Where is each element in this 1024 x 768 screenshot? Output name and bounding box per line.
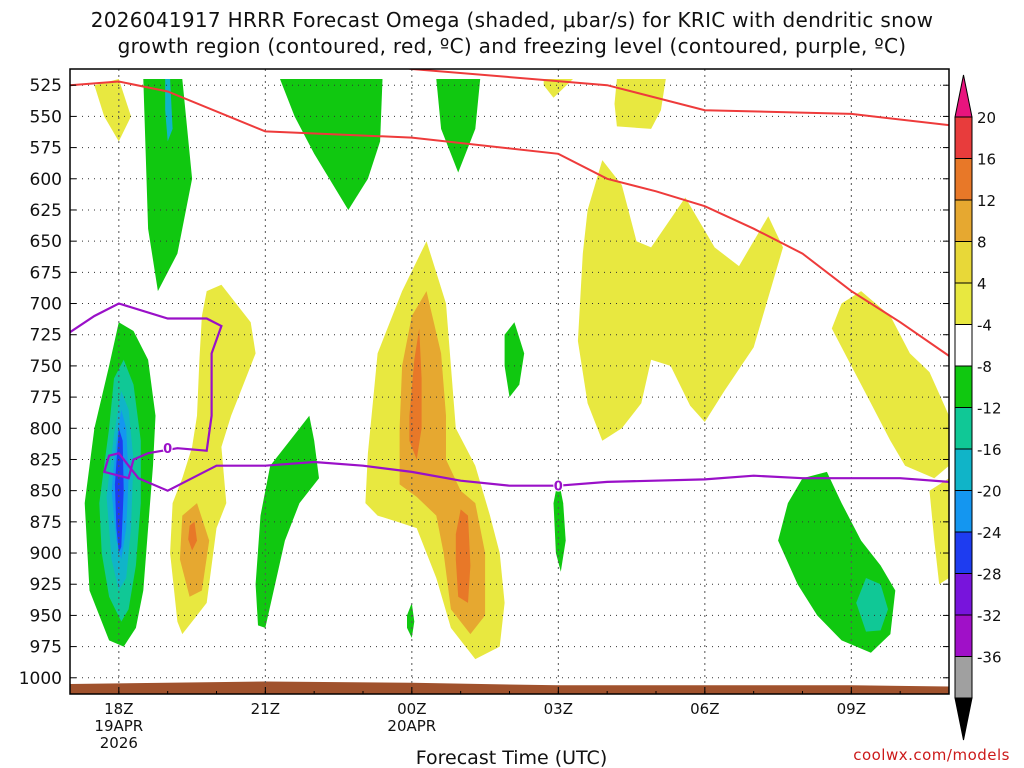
y-tick-label-11: 800 <box>30 419 62 439</box>
omega-region-9 <box>929 478 949 585</box>
y-tick-label-16: 925 <box>30 575 62 595</box>
omega-region-12 <box>188 521 197 551</box>
colorbar-label-5: -4 <box>977 317 992 335</box>
omega-region-6 <box>614 79 666 129</box>
x-tick-label-0: 18Z <box>104 700 133 718</box>
colorbar-segment-6 <box>954 365 973 408</box>
colorbar-label-12: -32 <box>977 607 1002 625</box>
freezing-label-bg-1 <box>553 479 564 492</box>
y-tick-label-14: 875 <box>30 513 62 533</box>
y-tick-label-5: 650 <box>30 232 62 252</box>
chart-title-line1: 2026041917 HRRR Forecast Omega (shaded, … <box>90 8 934 32</box>
colorbar-segment-8 <box>954 448 973 491</box>
colorbar-segment-10 <box>954 531 973 574</box>
x-tick-label-5: 09Z <box>837 700 866 718</box>
omega-region-15 <box>409 328 422 460</box>
y-tick-label-3: 600 <box>30 170 62 190</box>
colorbar-segment-9 <box>954 490 973 533</box>
x-tick-sublabel-2-0: 20APR <box>387 717 436 735</box>
omega-region-27 <box>856 578 888 632</box>
y-tick-label-17: 950 <box>30 606 62 626</box>
y-tick-label-15: 900 <box>30 544 62 564</box>
colorbar-label-3: 8 <box>977 234 987 252</box>
omega-region-7 <box>577 160 783 441</box>
x-tick-label-1: 21Z <box>251 700 280 718</box>
y-tick-label-0: 525 <box>30 76 62 96</box>
omega-region-11 <box>179 503 210 597</box>
omega-region-10 <box>170 284 256 635</box>
x-tick-sublabel-0-1: 2026 <box>100 734 138 752</box>
x-tick-label-4: 06Z <box>690 700 719 718</box>
freezing-level-contour <box>70 302 949 492</box>
colorbar-label-13: -36 <box>977 649 1002 667</box>
colorbar-segment-2 <box>954 199 973 242</box>
colorbar-label-10: -24 <box>977 524 1002 542</box>
omega-region-3 <box>280 79 383 210</box>
y-tick-label-10: 775 <box>30 388 62 408</box>
credit-text: coolwx.com/models <box>853 746 1010 764</box>
colorbar-segment-13 <box>954 656 973 699</box>
dgz-contour-0 <box>70 80 949 357</box>
y-tick-label-7: 700 <box>30 295 62 315</box>
omega-region-24 <box>407 602 415 638</box>
colorbar-label-9: -20 <box>977 483 1002 501</box>
ground-surface <box>70 681 949 694</box>
colorbar-segment-12 <box>954 614 973 657</box>
colorbar-label-1: 16 <box>977 151 996 169</box>
y-tick-label-13: 850 <box>30 482 62 502</box>
freezing-level-label-0: 0 <box>163 442 172 457</box>
x-tick-sublabel-0-0: 19APR <box>94 717 143 735</box>
freezing-label-bg-0 <box>162 442 173 455</box>
y-tick-label-18: 975 <box>30 638 62 658</box>
omega-region-25 <box>553 478 566 572</box>
colorbar-bottom-arrow <box>954 697 973 741</box>
colorbar-label-8: -16 <box>977 441 1002 459</box>
colorbar-segment-11 <box>954 573 973 616</box>
y-tick-label-2: 575 <box>30 139 62 159</box>
colorbar-label-2: 12 <box>977 192 996 210</box>
omega-region-16 <box>455 509 471 603</box>
y-tick-label-1: 550 <box>30 107 62 127</box>
colorbar-segment-0 <box>954 116 973 159</box>
colorbar-label-0: 20 <box>977 109 996 127</box>
x-axis-title: Forecast Time (UTC) <box>416 747 607 768</box>
omega-region-4 <box>436 79 481 173</box>
colorbar-top-arrow <box>954 74 973 118</box>
colorbar-segment-1 <box>954 158 973 201</box>
colorbar-segment-7 <box>954 407 973 450</box>
freezing-level-label-1: 0 <box>554 480 563 495</box>
colorbar-label-7: -12 <box>977 400 1002 418</box>
omega-region-22 <box>255 415 319 628</box>
colorbar-label-11: -28 <box>977 566 1002 584</box>
x-tick-label-3: 03Z <box>544 700 573 718</box>
y-tick-label-19: 1000 <box>19 669 62 689</box>
colorbar-segment-3 <box>954 241 973 284</box>
colorbar-segment-5 <box>954 324 973 367</box>
y-tick-label-12: 825 <box>30 450 62 470</box>
omega-region-1 <box>143 79 193 292</box>
x-tick-label-2: 00Z <box>397 700 426 718</box>
y-tick-label-9: 750 <box>30 357 62 377</box>
plot-area: 00 <box>70 69 949 694</box>
colorbar-label-6: -8 <box>977 358 992 376</box>
chart-title-line2: growth region (contoured, red, ºC) and f… <box>117 34 907 58</box>
colorbar-label-4: 4 <box>977 275 987 293</box>
omega-region-0 <box>94 79 131 142</box>
dgz-contour-1 <box>405 69 949 127</box>
colorbar-segment-4 <box>954 282 973 325</box>
omega-region-23 <box>504 322 525 398</box>
y-tick-label-6: 675 <box>30 263 62 283</box>
omega-region-2 <box>165 79 173 142</box>
y-tick-label-8: 725 <box>30 326 62 346</box>
y-tick-label-4: 625 <box>30 201 62 221</box>
omega-region-8 <box>831 291 949 479</box>
